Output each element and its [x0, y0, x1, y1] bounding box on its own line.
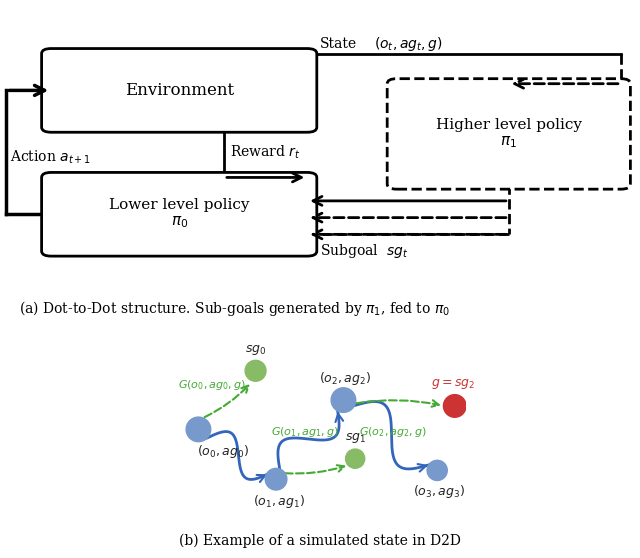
Text: State: State: [320, 36, 357, 51]
Text: $(o_1, ag_1)$: $(o_1, ag_1)$: [253, 493, 305, 509]
Text: Environment: Environment: [125, 82, 234, 99]
FancyBboxPatch shape: [42, 172, 317, 256]
FancyBboxPatch shape: [42, 49, 317, 132]
Text: $(o_t, ag_t, g)$: $(o_t, ag_t, g)$: [374, 35, 444, 52]
Circle shape: [444, 395, 466, 417]
Circle shape: [331, 388, 356, 412]
Text: Subgoal  $sg_t$: Subgoal $sg_t$: [320, 242, 408, 260]
Text: (b) Example of a simulated state in D2D: (b) Example of a simulated state in D2D: [179, 533, 461, 548]
Text: $(o_2, ag_2)$: $(o_2, ag_2)$: [319, 369, 371, 387]
FancyBboxPatch shape: [387, 79, 630, 189]
Text: Lower level policy
$\pi_0$: Lower level policy $\pi_0$: [109, 198, 250, 230]
Text: $sg_1$: $sg_1$: [344, 431, 365, 445]
Text: Higher level policy
$\pi_1$: Higher level policy $\pi_1$: [436, 118, 582, 150]
Text: Action $a_{t+1}$: Action $a_{t+1}$: [10, 148, 91, 166]
Text: $G(o_1, ag_1, g)$: $G(o_1, ag_1, g)$: [271, 425, 339, 439]
Circle shape: [346, 449, 365, 468]
Text: $G(o_0, ag_0, g)$: $G(o_0, ag_0, g)$: [177, 378, 246, 392]
Circle shape: [186, 417, 211, 442]
Text: (a) Dot-to-Dot structure. Sub-goals generated by $\pi_1$, fed to $\pi_0$: (a) Dot-to-Dot structure. Sub-goals gene…: [19, 299, 450, 318]
Text: Reward $r_t$: Reward $r_t$: [230, 143, 301, 161]
Text: $g = sg_2$: $g = sg_2$: [431, 377, 476, 391]
Text: $sg_0$: $sg_0$: [245, 343, 266, 357]
Circle shape: [265, 468, 287, 490]
Text: $(o_0, ag_0)$: $(o_0, ag_0)$: [197, 443, 250, 460]
Circle shape: [427, 460, 447, 480]
Text: $G(o_2, ag_2, g)$: $G(o_2, ag_2, g)$: [359, 425, 428, 439]
Text: $(o_3, ag_3)$: $(o_3, ag_3)$: [413, 483, 465, 500]
Circle shape: [245, 360, 266, 381]
